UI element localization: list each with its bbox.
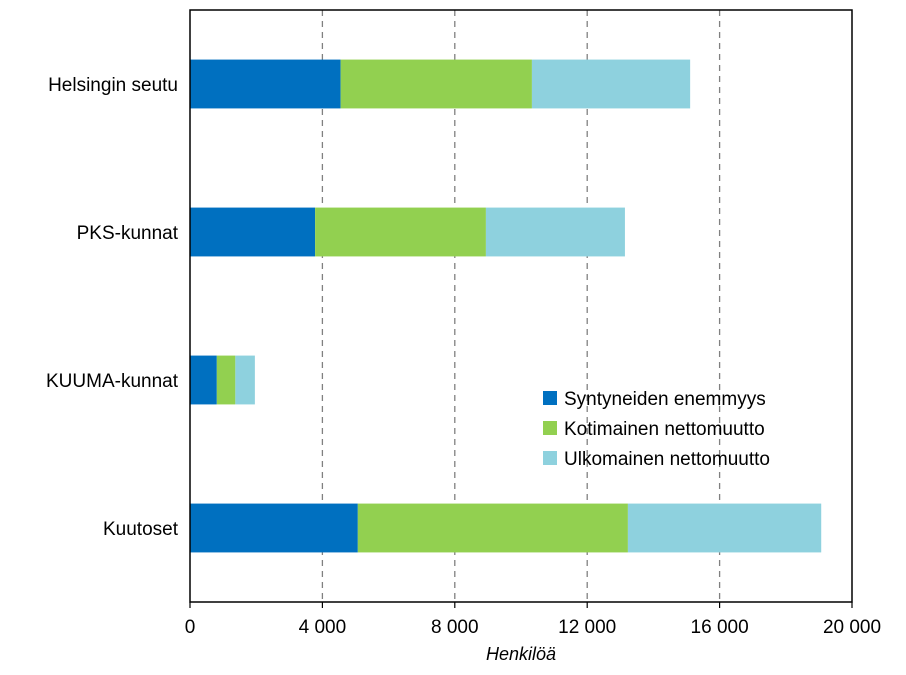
x-tick-label-1: 4 000 (299, 617, 347, 638)
legend-swatch-0 (543, 391, 557, 405)
bar-3-series-2 (627, 503, 822, 553)
legend-label-2: Ulkomainen nettomuutto (564, 449, 770, 470)
bar-3-series-0 (190, 503, 358, 553)
bar-2-series-2 (235, 355, 255, 405)
bars (190, 59, 822, 553)
bar-1-series-1 (315, 207, 486, 257)
legend-label-1: Kotimainen nettomuutto (564, 419, 765, 440)
y-axis-category-labels: Helsingin seutu PKS-kunnat KUUMA-kunnat Kuu… (46, 75, 179, 540)
bar-0-series-1 (340, 59, 532, 109)
category-label-3: Kuutoset (103, 519, 179, 540)
plot-area-frame (189, 9, 853, 603)
category-label-1: PKS-kunnat (77, 223, 179, 244)
x-axis-title: Henkilöä (486, 644, 556, 664)
x-axis-ticks: 0 4 000 8 000 12 000 16 000 20 000 (185, 602, 881, 638)
bar-0-series-0 (190, 59, 341, 109)
bar-0-series-2 (531, 59, 691, 109)
legend-label-0: Syntyneiden enemmyys (564, 389, 766, 410)
bar-3-series-1 (357, 503, 628, 553)
bar-1-series-0 (190, 207, 316, 257)
x-tick-label-5: 20 000 (823, 617, 881, 638)
bar-2-series-1 (216, 355, 236, 405)
x-tick-label-0: 0 (185, 617, 196, 638)
category-label-0: Helsingin seutu (48, 75, 178, 96)
x-tick-label-3: 12 000 (558, 617, 616, 638)
x-tick-label-4: 16 000 (691, 617, 749, 638)
legend-swatch-1 (543, 421, 557, 435)
legend-swatch-2 (543, 451, 557, 465)
category-label-2: KUUMA-kunnat (46, 371, 179, 392)
x-tick-label-2: 8 000 (431, 617, 479, 638)
bar-1-series-2 (485, 207, 625, 257)
legend: Syntyneiden enemmyys Kotimainen nettomuut… (543, 389, 770, 470)
bar-2-series-0 (190, 355, 217, 405)
